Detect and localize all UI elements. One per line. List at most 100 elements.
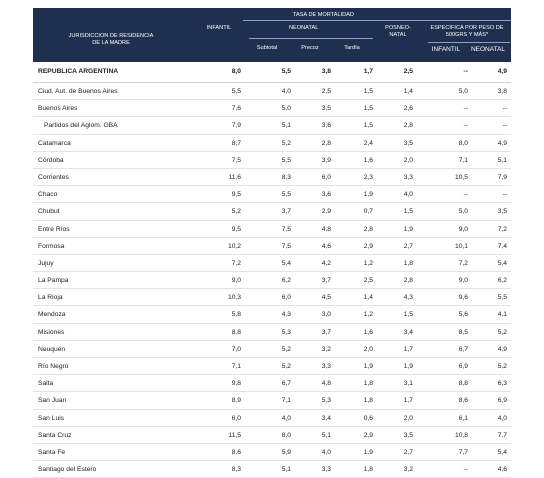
row-value: 6,0 — [321, 173, 331, 181]
row-value: 4,0 — [403, 191, 413, 199]
row-value: 7,1 — [458, 156, 468, 164]
row-jurisdiccion: Corrientes — [38, 173, 69, 181]
row-value: 5,2 — [281, 139, 291, 147]
row-jurisdiccion: Entre Ríos — [38, 225, 70, 233]
row-value: 3,7 — [321, 328, 331, 336]
header-especifica: ESPECIFICA POR PESO DE 500GRS Y MÁS* — [430, 25, 504, 38]
row-value: 7,1 — [231, 363, 241, 370]
row-jurisdiccion: Jujuy — [38, 259, 54, 267]
row-value: 11,6 — [228, 173, 241, 181]
row-jurisdiccion: Santa Cruz — [38, 431, 72, 439]
table-row: Santa Cruz 11,5 8,0 5,1 2,9 3,5 10,8 7,7 — [33, 427, 511, 444]
table-row: Corrientes 11,6 8,3 6,0 2,3 3,3 10,5 7,9 — [33, 169, 511, 187]
table-row: Río Negro 7,1 5,2 3,3 1,9 1,9 6,9 5,2 — [33, 358, 511, 376]
row-value: 2,8 — [403, 122, 413, 130]
row-value: 4,9 — [497, 139, 507, 147]
row-value: 3,5 — [321, 105, 331, 113]
row-value: 8,6 — [458, 397, 468, 405]
row-jurisdiccion: Partidos del Aglom. GBA — [44, 122, 118, 130]
row-value: 11,5 — [228, 431, 241, 439]
row-jurisdiccion: Chubut — [38, 208, 60, 216]
row-jurisdiccion: San Juan — [38, 397, 67, 405]
row-value: -- — [502, 105, 507, 113]
row-jurisdiccion: Ciud. Aut. de Buenos Aires — [38, 88, 118, 95]
row-value: 5,6 — [458, 311, 468, 319]
row-value: 8,6 — [231, 448, 241, 456]
header-precoz: Precoz — [301, 45, 319, 51]
row-value: 10,5 — [454, 173, 468, 181]
row-value: 7,7 — [497, 431, 507, 439]
row-value: 3,4 — [403, 328, 413, 336]
row-value: 1,8 — [403, 259, 413, 267]
table-row: Santiago del Estero 8,3 5,1 3,3 1,8 3,2 -- 4,6 — [33, 461, 511, 478]
row-value: 7,5 — [281, 225, 291, 233]
row-value: -- — [502, 191, 507, 199]
row-value: 10,2 — [227, 242, 241, 250]
row-value: 4,3 — [403, 294, 413, 302]
row-value: 6,2 — [497, 277, 507, 285]
row-value: 1,5 — [403, 311, 413, 319]
row-value: 5,5 — [281, 156, 291, 164]
row-value: -- — [502, 122, 507, 130]
row-jurisdiccion: Río Negro — [38, 363, 69, 370]
row-value: 9,0 — [231, 277, 241, 285]
table-row: Neuquén 7,0 5,2 3,2 2,0 1,7 6,7 4,9 — [33, 341, 511, 358]
row-value: 1,7 — [363, 68, 373, 75]
row-value: 7,7 — [458, 448, 468, 456]
table-row: REPUBLICA ARGENTINA 8,0 5,5 3,8 1,7 2,5 -- 4,9 — [33, 62, 511, 83]
row-value: 6,9 — [497, 397, 507, 405]
row-value: 9,5 — [231, 225, 241, 233]
row-value: 6,3 — [497, 380, 507, 388]
row-jurisdiccion: San Luis — [38, 414, 65, 422]
row-value: 8,5 — [458, 328, 468, 336]
row-value: 3,1 — [403, 380, 413, 388]
row-value: 6,0 — [231, 414, 241, 422]
row-value: 6,7 — [281, 380, 291, 388]
row-jurisdiccion: Salta — [38, 380, 54, 388]
row-value: 1,6 — [363, 328, 373, 336]
row-jurisdiccion: Misiones — [38, 328, 65, 336]
row-value: 1,5 — [363, 105, 373, 113]
row-value: 5,4 — [281, 259, 291, 267]
row-value: 4,1 — [497, 311, 507, 319]
row-value: 2,8 — [403, 277, 413, 285]
row-value: 5,2 — [281, 345, 291, 353]
row-value: 2,8 — [321, 139, 331, 147]
row-value: 6,1 — [458, 414, 468, 422]
row-value: 2,9 — [363, 431, 373, 439]
row-value: 4,0 — [281, 88, 291, 95]
row-value: 8,0 — [231, 68, 241, 75]
header-posneonatal: POSNEO- NATAL — [385, 25, 411, 38]
row-jurisdiccion: Mendoza — [38, 311, 66, 319]
row-value: 3,3 — [321, 466, 331, 474]
row-value: 2,9 — [363, 242, 373, 250]
row-value: 1,8 — [363, 466, 373, 474]
row-value: 5,5 — [281, 191, 291, 199]
table-row: Chaco 9,5 5,5 3,6 1,9 4,0 -- -- — [33, 186, 511, 204]
row-value: 4,6 — [321, 242, 331, 250]
row-value: 3,9 — [321, 156, 331, 164]
header-esp-infantil: INFANTIL — [431, 46, 461, 53]
row-jurisdiccion: La Rioja — [38, 294, 63, 302]
row-value: 2,9 — [321, 208, 331, 216]
row-value: 5,1 — [281, 466, 291, 474]
row-value: 10,8 — [454, 431, 468, 439]
row-value: 7,2 — [497, 225, 507, 233]
row-value: 2,7 — [403, 242, 413, 250]
row-value: 7,1 — [281, 397, 291, 405]
table-row: Salta 9,8 6,7 4,8 1,8 3,1 8,8 6,3 — [33, 375, 511, 393]
row-value: 1,7 — [403, 345, 413, 353]
row-value: 4,5 — [321, 294, 331, 302]
row-value: 1,6 — [363, 156, 373, 164]
table-row: Santa Fe 8,6 5,9 4,0 1,9 2,7 7,7 5,4 — [33, 444, 511, 462]
row-value: 3,2 — [321, 345, 331, 353]
header-tasa: TASA DE MORTALIDAD — [293, 12, 354, 18]
header-jurisdiccion: JURISDICCION DE RESIDENCIA DE LA MADRE — [68, 33, 154, 46]
row-value: 5,1 — [321, 431, 331, 439]
row-value: 1,9 — [363, 191, 373, 199]
row-value: 8,0 — [458, 139, 468, 147]
row-value: 6,2 — [281, 277, 291, 285]
row-value: 5,4 — [497, 448, 507, 456]
row-value: 1,2 — [363, 311, 373, 319]
row-jurisdiccion: Chaco — [38, 191, 58, 199]
